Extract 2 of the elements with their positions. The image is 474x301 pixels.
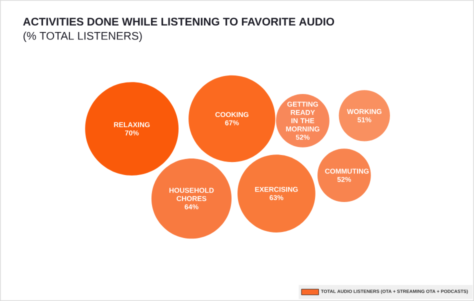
text: (% TOTAL LISTENERS) [24,32,142,42]
text: ACTIVITIES DONE WHILE LISTENING TO FAVORITE AUDIO [23,18,334,26]
